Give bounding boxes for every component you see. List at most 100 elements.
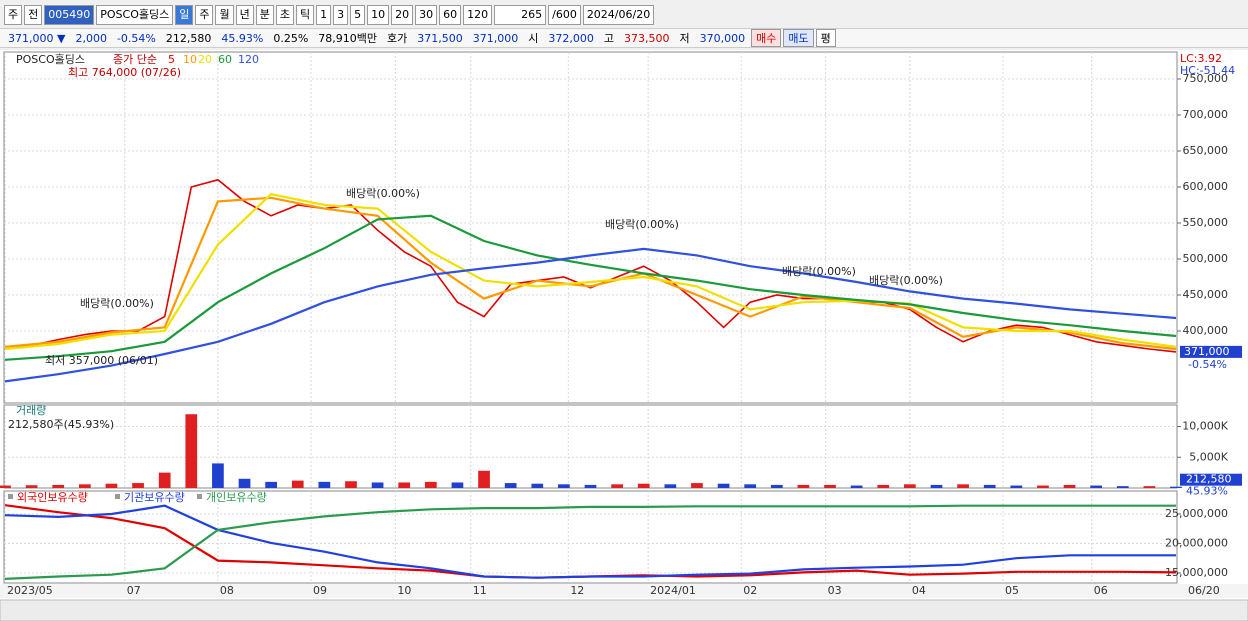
volume-bar [1170,486,1182,488]
volume-bar [398,482,411,488]
y-tick-label: 10,000K [1182,420,1228,433]
toolbar-item[interactable]: 20 [391,5,414,25]
volume-bar [478,470,490,488]
toolbar-item[interactable]: 일 [175,5,194,25]
legend-entry: 기관보유수량 [124,491,185,504]
annotation: 최고 764,000 (07/26) [68,66,181,79]
volume-change: 45.93% [1186,485,1228,498]
quote-item[interactable]: 매도 [783,29,814,47]
chart-title: POSCO홀딩스 [16,53,85,66]
volume-bar [584,484,597,488]
quote-item: 45.93% [221,31,264,45]
toolbar-item[interactable]: 5 [350,5,366,25]
volume-bar [371,482,384,488]
y-tick-label: 500,000 [1183,252,1229,265]
annotation: 최저 357,000 (06/01) [45,354,158,367]
quote-item: 0.25% [273,31,309,45]
toolbar-item[interactable]: 60 [439,5,462,25]
y-tick-label: 700,000 [1183,108,1229,121]
volume-bar [238,478,251,488]
volume-bar [25,485,38,488]
panel-frame [3,51,1178,404]
toolbar-item[interactable]: 10 [367,5,390,25]
volume-bar [291,480,304,488]
volume-bar [1090,485,1103,488]
quote-item: 370,000 [699,31,746,45]
toolbar-item[interactable]: 2024/06/20 [582,5,655,25]
volume-bar [105,483,118,488]
quote-item: 371,500 [417,31,463,45]
y-tick-label: 550,000 [1183,216,1229,229]
series-line [4,196,1177,351]
y-tick-label: 650,000 [1183,144,1229,157]
volume-bar [558,484,570,488]
volume-bar [904,484,916,488]
series-line [4,193,1177,351]
volume-bar [265,481,277,488]
toolbar-item[interactable]: 주 [195,5,214,25]
toolbar-item[interactable]: 분 [255,5,274,25]
volume-bar [78,484,91,488]
toolbar-item[interactable]: 전 [24,5,43,25]
volume-bar [877,484,890,488]
toolbar-item[interactable]: 주 [4,5,23,25]
volume-last: 212,580 [1186,473,1232,486]
volume-bar [1063,484,1076,488]
volume-bar [797,484,810,488]
quote-item: 시 [528,32,539,45]
quote-item: 2,000 [75,31,107,45]
y-tick-label: 450,000 [1183,288,1229,301]
volume-bar [983,484,996,488]
volume-bar [212,463,224,488]
legend-entry: 개인보유수량 [206,491,267,504]
quote-item[interactable]: 평 [815,29,836,47]
quote-item: 373,500 [624,31,670,45]
volume-bar [318,481,331,488]
volume-bar [691,483,703,488]
volume-bar [850,485,863,488]
volume-bar [132,483,144,488]
legend-entry: 10 [183,53,197,66]
toolbar-item[interactable]: 년 [235,5,254,25]
toolbar-item[interactable]: 265 [494,5,547,25]
panel-frame [3,490,1178,584]
x-tick-label: 03 [828,584,842,597]
toolbar: 주 전 005490 POSCO홀딩스 일 주 월 년 분 초 틱 1 3 5 10 20 30 60 120 265… [0,3,1248,27]
x-axis-bg [0,584,1248,598]
volume-bar [1037,485,1049,488]
volume-bar [744,484,757,488]
toolbar-item[interactable]: 30 [415,5,438,25]
toolbar-item[interactable]: 월 [215,5,234,25]
hc-label: HC:-51.44 [1180,64,1235,77]
toolbar-item[interactable]: 3 [333,5,349,25]
legend-entry: 60 [218,53,232,66]
y-tick-label: 750,000 [1183,72,1229,85]
toolbar-item[interactable]: 005490 [44,5,95,25]
toolbar-item[interactable]: 120 [463,5,493,25]
volume-bar [451,482,464,488]
x-tick-label: 08 [220,584,234,597]
volume-bar [185,414,198,488]
annotation: 배당락(0.00%) [605,218,679,231]
change-label: -0.54% [1188,358,1227,371]
quote-item[interactable]: 매수 [751,29,782,47]
y-tick-label: 400,000 [1183,324,1229,337]
chart-bg [0,50,1248,621]
volume-bar [717,483,730,488]
volume-bar [637,483,650,488]
quote-item: 371,000 ▼ [8,31,66,45]
toolbar-item[interactable]: 초 [275,5,294,25]
toolbar-item[interactable]: POSCO홀딩스 [96,5,174,25]
volume-bar [930,484,943,488]
annotation: 배당락(0.00%) [346,187,420,200]
volume-bar [611,484,623,488]
scroll-bar [0,599,1248,621]
x-end-label: 06/20 [1188,584,1220,597]
volume-bar [52,484,65,488]
toolbar-item[interactable]: 틱 [295,5,315,25]
toolbar-item[interactable]: 1 [316,5,332,25]
x-tick-label: 02 [743,584,757,597]
toolbar-item[interactable]: /600 [548,5,581,25]
x-tick-label: 10 [397,584,411,597]
